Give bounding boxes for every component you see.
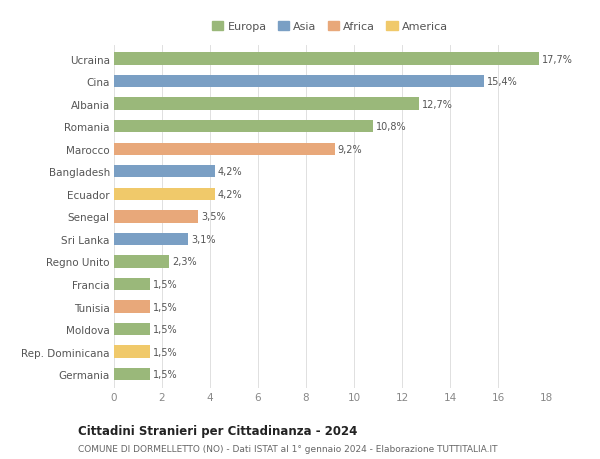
Text: 4,2%: 4,2%: [218, 190, 242, 199]
Bar: [114, 211, 198, 223]
Bar: [114, 166, 215, 178]
Text: 17,7%: 17,7%: [542, 55, 572, 64]
Text: 3,5%: 3,5%: [201, 212, 226, 222]
Text: 4,2%: 4,2%: [218, 167, 242, 177]
Text: 3,1%: 3,1%: [191, 235, 216, 244]
Bar: [114, 188, 215, 201]
Text: 2,3%: 2,3%: [172, 257, 197, 267]
Text: 15,4%: 15,4%: [487, 77, 517, 87]
Bar: [114, 368, 150, 381]
Bar: [114, 278, 150, 291]
Text: 10,8%: 10,8%: [376, 122, 407, 132]
Text: 1,5%: 1,5%: [153, 302, 178, 312]
Text: COMUNE DI DORMELLETTO (NO) - Dati ISTAT al 1° gennaio 2024 - Elaborazione TUTTIT: COMUNE DI DORMELLETTO (NO) - Dati ISTAT …: [78, 444, 497, 453]
Bar: [114, 301, 150, 313]
Bar: [114, 76, 484, 88]
Bar: [114, 323, 150, 336]
Bar: [114, 233, 188, 246]
Text: 1,5%: 1,5%: [153, 347, 178, 357]
Bar: [114, 53, 539, 66]
Bar: [114, 121, 373, 133]
Text: 9,2%: 9,2%: [338, 145, 362, 154]
Legend: Europa, Asia, Africa, America: Europa, Asia, Africa, America: [208, 17, 452, 37]
Bar: [114, 346, 150, 358]
Text: Cittadini Stranieri per Cittadinanza - 2024: Cittadini Stranieri per Cittadinanza - 2…: [78, 425, 358, 437]
Bar: [114, 98, 419, 111]
Bar: [114, 143, 335, 156]
Text: 1,5%: 1,5%: [153, 325, 178, 334]
Bar: [114, 256, 169, 268]
Text: 12,7%: 12,7%: [422, 100, 452, 109]
Text: 1,5%: 1,5%: [153, 280, 178, 289]
Text: 1,5%: 1,5%: [153, 369, 178, 379]
